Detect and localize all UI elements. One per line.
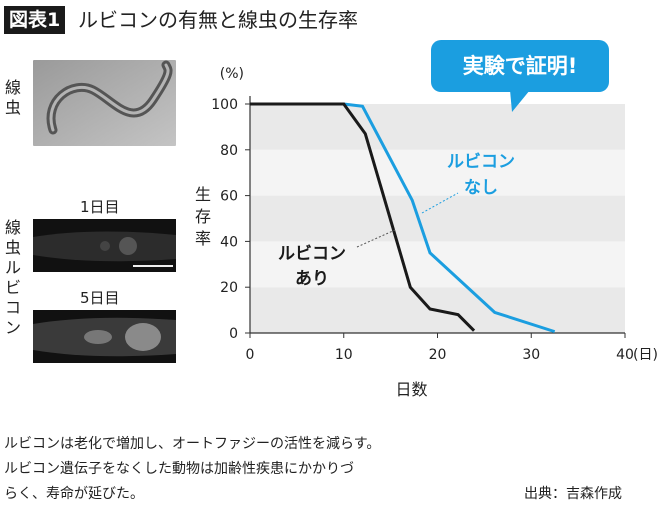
callout-bubble: 実験で証明! bbox=[431, 40, 609, 92]
y-axis-title-char: 生 bbox=[195, 185, 211, 204]
y-axis-title-char: 率 bbox=[195, 229, 211, 248]
worm-label: 線虫 bbox=[4, 78, 22, 118]
x-tick-label: 20 bbox=[429, 347, 447, 363]
y-tick-label: 80 bbox=[220, 143, 238, 159]
grid-band bbox=[250, 241, 625, 288]
y-tick-label: 0 bbox=[229, 326, 238, 342]
footnote-line-1: ルビコンは老化で増加し、オートファジーの活性を減らす。 bbox=[4, 436, 381, 452]
y-unit-label: (%) bbox=[220, 66, 244, 82]
y-tick-label: 100 bbox=[211, 97, 238, 113]
series-line bbox=[250, 102, 476, 332]
source-credit: 出典：吉森作成 bbox=[524, 486, 622, 502]
grid-band bbox=[250, 195, 625, 242]
y-axis-title-char: 存 bbox=[195, 207, 211, 226]
x-tick-label: 40 bbox=[616, 347, 634, 363]
series-label-with-rubicon-line1: ルビコン bbox=[278, 244, 346, 264]
series-label-without-rubicon-line1: ルビコン bbox=[447, 152, 515, 172]
callout-tail bbox=[510, 90, 530, 112]
footnote-line-3: らく、寿命が延びた。 bbox=[4, 486, 144, 502]
grid-band bbox=[250, 104, 625, 150]
leader-line-without-rubicon bbox=[421, 192, 459, 214]
x-tick-label: 30 bbox=[522, 347, 540, 363]
x-axis-title: 日数 bbox=[395, 380, 427, 399]
x-unit-label: (日) bbox=[633, 347, 658, 363]
figure-title: ルビコンの有無と線虫の生存率 bbox=[78, 8, 358, 32]
day5-micrograph bbox=[33, 310, 176, 363]
figure-number-badge: 図表1 bbox=[4, 6, 66, 34]
rubicon-worm-label-text: 線虫ルビコン bbox=[4, 218, 21, 337]
footnote: ルビコンは老化で増加し、オートファジーの活性を減らす。 ルビコン遺伝子をなくした… bbox=[4, 432, 380, 507]
series-label-with-rubicon-line2: あり bbox=[295, 269, 329, 289]
x-tick-label: 10 bbox=[335, 347, 353, 363]
worm-label-text: 線虫 bbox=[4, 78, 21, 117]
day5-label: 5日目 bbox=[80, 289, 120, 307]
y-tick-label: 60 bbox=[220, 189, 238, 205]
y-tick-label: 20 bbox=[220, 280, 238, 296]
footnote-line-2: ルビコン遺伝子をなくした動物は加齢性疾患にかかりづ bbox=[4, 461, 354, 477]
series-label-without-rubicon-line2: なし bbox=[464, 178, 498, 198]
rubicon-worm-label: 線虫ルビコン bbox=[4, 218, 22, 338]
y-tick-label: 40 bbox=[220, 234, 238, 250]
day1-label: 1日目 bbox=[80, 198, 120, 216]
day1-micrograph bbox=[33, 219, 176, 272]
x-tick-label: 0 bbox=[246, 347, 255, 363]
leader-line-with-rubicon bbox=[356, 229, 396, 248]
grid-band bbox=[250, 149, 625, 196]
worm-photo bbox=[33, 60, 176, 146]
